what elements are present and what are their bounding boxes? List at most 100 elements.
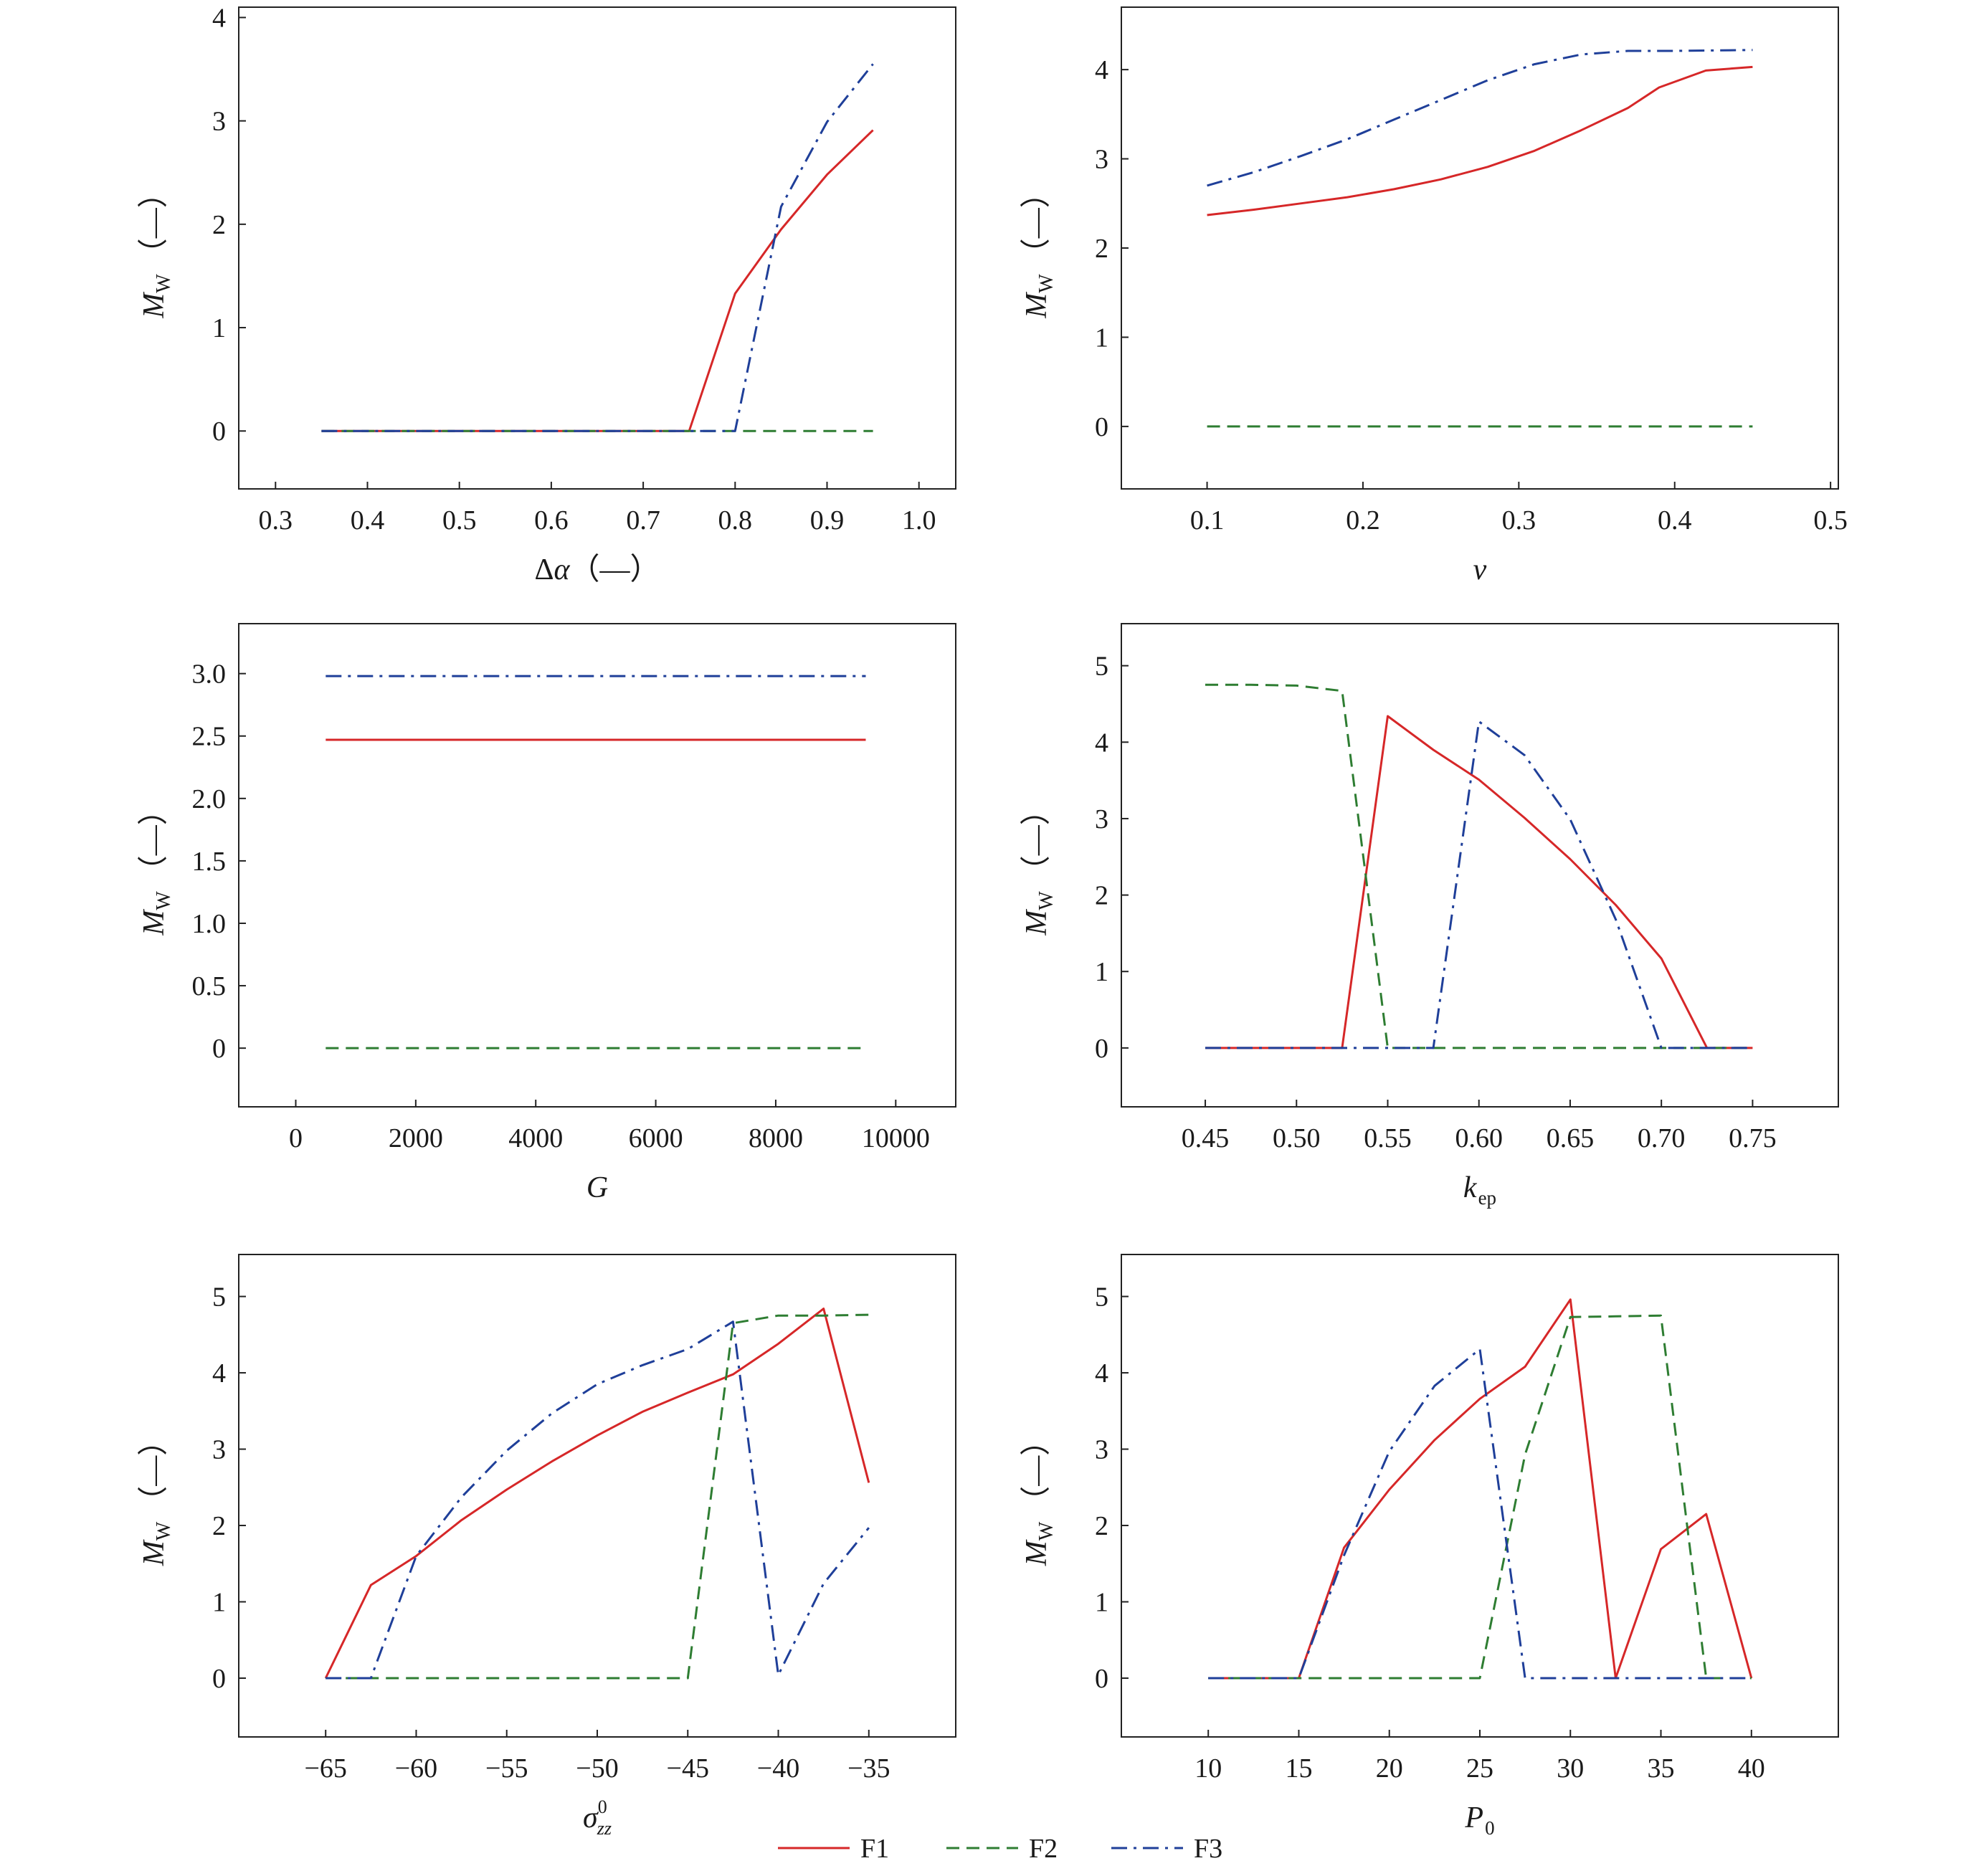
x-tick-label: 0.5: [442, 505, 477, 535]
y-tick-label: 2.5: [192, 722, 227, 752]
x-tick-label: 0.45: [1182, 1123, 1230, 1153]
y-tick-label: 3: [212, 1435, 226, 1465]
y-tick-label: 1: [212, 313, 226, 343]
y-tick-label: 2: [1095, 881, 1108, 911]
y-axis-label: MW（—）: [138, 178, 175, 318]
y-tick-label: 3.0: [192, 660, 227, 690]
y-tick-label: 1.0: [192, 909, 227, 939]
y-tick-label: 5: [1095, 652, 1108, 682]
y-tick-label: 5: [212, 1282, 226, 1313]
panel-4: 0.45 0.50 0.55 0.60 0.65 0.70 0.75 0 1 2 3 4 5 MW（—） k…: [1020, 623, 1839, 1209]
legend: F1 F2 F3: [778, 1834, 1222, 1864]
plot-frame: [1121, 1254, 1839, 1738]
y-tick-label: 0: [1095, 412, 1108, 442]
y-tick-label: 3: [1095, 1435, 1108, 1465]
x-tick-label: 0.3: [259, 505, 293, 535]
legend-label-f3: F3: [1194, 1834, 1222, 1864]
panel-5: −65 −60 −55 −50 −45 −40 −35 0 1 2 3 4 5 MW（—） σ0 zz: [138, 1254, 956, 1839]
y-tick-label: 1.5: [192, 847, 227, 877]
y-tick-label: 0: [212, 1664, 226, 1694]
y-tick-label: 0: [1095, 1034, 1108, 1064]
x-tick-label: 0.60: [1455, 1123, 1503, 1153]
y-tick-label: 4: [212, 3, 226, 33]
series-f3-line: [1205, 720, 1753, 1049]
x-tick-label: −60: [395, 1753, 437, 1784]
x-tick-label: 1.0: [902, 505, 936, 535]
series-f3-line: [1207, 49, 1753, 187]
x-tick-label: 0.55: [1364, 1123, 1412, 1153]
y-tick-label: 1: [1095, 957, 1108, 987]
y-tick-label: 4: [1095, 1358, 1108, 1389]
y-axis-label: MW（—）: [138, 1426, 175, 1566]
plot-frame: [238, 1254, 956, 1738]
series-f2-line: [1208, 1314, 1752, 1680]
series-f3-line: [326, 1320, 870, 1680]
y-tick-label: 2: [212, 210, 226, 240]
x-axis-label: Δα（—）: [534, 553, 660, 586]
x-tick-label: 6000: [629, 1123, 683, 1153]
y-tick-label: 1: [1095, 323, 1108, 353]
x-tick-label: 0.75: [1729, 1123, 1777, 1153]
plot-frame: [238, 623, 956, 1108]
x-tick-label: 0.7: [626, 505, 660, 535]
panel-6: 10 15 20 25 30 35 40 0 1 2 3 4 5 MW（—） P0: [1020, 1254, 1839, 1839]
series-f2-line: [1205, 683, 1753, 1049]
x-tick-label: 0.50: [1273, 1123, 1321, 1153]
panel-3: 0 2000 4000 6000 8000 10000 0 0.5 1.0 1.5 2.0 2.5 3.…: [138, 623, 956, 1204]
series-f1-line: [1207, 65, 1753, 216]
y-tick-label: 0: [1095, 1664, 1108, 1694]
y-tick-label: 2: [1095, 1511, 1108, 1541]
y-tick-label: 3: [1095, 804, 1108, 834]
series-f1-line: [1205, 715, 1753, 1049]
x-tick-label: 0.2: [1346, 505, 1380, 535]
series-f2-line: [326, 1313, 869, 1680]
x-tick-label: 0.4: [1658, 505, 1692, 535]
x-tick-label: −65: [304, 1753, 346, 1784]
x-axis-label: v: [1473, 553, 1487, 586]
y-tick-label: 0.5: [192, 971, 227, 1001]
x-tick-label: 0.1: [1190, 505, 1225, 535]
plot-frame: [1121, 623, 1839, 1108]
series-f1-line: [324, 1308, 870, 1679]
y-tick-label: 3: [212, 107, 226, 137]
x-tick-label: −45: [667, 1753, 709, 1784]
y-tick-label: 4: [1095, 55, 1108, 85]
y-tick-label: 4: [212, 1358, 226, 1389]
panel-1: 0.3 0.4 0.5 0.6 0.7 0.8 0.9 1.0 0 1 2 3 4 MW（—） Δα（—）: [138, 3, 956, 586]
x-axis-label: P0: [1464, 1801, 1494, 1839]
y-axis-label: MW（—）: [1020, 795, 1058, 935]
x-tick-label: 0: [289, 1123, 303, 1153]
x-tick-label: 30: [1557, 1753, 1584, 1784]
plot-frame: [1121, 6, 1839, 490]
legend-label-f1: F1: [860, 1834, 889, 1864]
x-axis-label: kep: [1463, 1171, 1496, 1209]
x-tick-label: −40: [757, 1753, 799, 1784]
x-tick-label: 35: [1648, 1753, 1675, 1784]
x-axis-label: σ0 zz: [583, 1796, 612, 1839]
y-tick-label: 4: [1095, 728, 1108, 758]
series-f1-line: [321, 129, 874, 432]
x-tick-label: 10000: [862, 1123, 930, 1153]
x-tick-label: −50: [576, 1753, 618, 1784]
legend-label-f2: F2: [1029, 1834, 1058, 1864]
y-tick-label: 1: [1095, 1588, 1108, 1618]
y-tick-label: 1: [212, 1588, 226, 1618]
x-tick-label: 8000: [749, 1123, 803, 1153]
x-tick-label: 0.8: [718, 505, 753, 535]
y-tick-label: 2: [212, 1511, 226, 1541]
x-tick-label: 0.4: [351, 505, 385, 535]
y-tick-label: 5: [1095, 1282, 1108, 1313]
x-tick-label: 0.6: [534, 505, 569, 535]
x-tick-label: 25: [1466, 1753, 1493, 1784]
x-tick-label: 0.9: [810, 505, 845, 535]
x-tick-label: 40: [1738, 1753, 1765, 1784]
x-tick-label: −35: [847, 1753, 890, 1784]
y-axis-label: MW（—）: [1020, 1426, 1058, 1566]
y-tick-label: 0: [212, 1034, 226, 1064]
y-axis-label: MW（—）: [1020, 178, 1058, 318]
panel-2: 0.1 0.2 0.3 0.4 0.5 0 1 2 3 4 MW（—） v: [1020, 6, 1848, 586]
y-tick-label: 0: [212, 416, 226, 447]
x-tick-label: 0.70: [1638, 1123, 1686, 1153]
y-tick-label: 2: [1095, 234, 1108, 264]
